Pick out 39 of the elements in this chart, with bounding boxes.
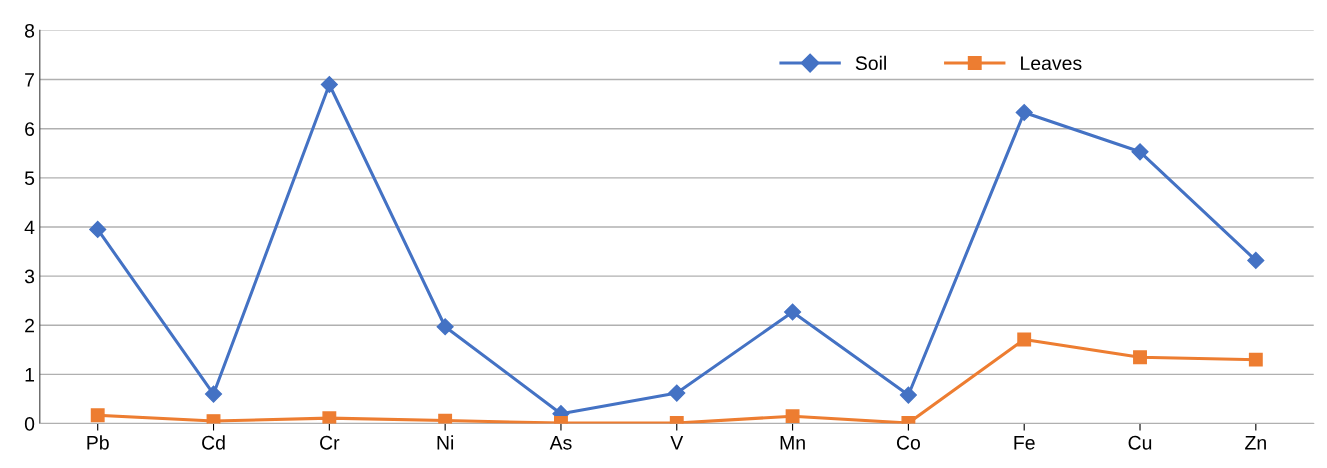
legend-label: Soil bbox=[855, 55, 886, 71]
x-tick-label: Ni bbox=[437, 435, 454, 450]
x-tick-label: Co bbox=[896, 435, 920, 450]
point bbox=[1015, 103, 1033, 122]
y-tick-label: 8 bbox=[24, 23, 35, 38]
point bbox=[438, 413, 453, 424]
point bbox=[785, 409, 800, 424]
x-tick-label: Cr bbox=[320, 435, 340, 450]
y-tick-label: 2 bbox=[25, 318, 34, 333]
x-tick-label: Cd bbox=[202, 435, 225, 450]
y-tick-label: 7 bbox=[25, 73, 34, 87]
point bbox=[436, 318, 454, 336]
x-tick-label: As bbox=[549, 436, 572, 450]
point bbox=[899, 386, 917, 404]
point bbox=[89, 220, 107, 238]
x-tick-label: Mn bbox=[780, 436, 805, 450]
point bbox=[1017, 332, 1032, 347]
y-tick-label: 1 bbox=[25, 368, 34, 382]
point bbox=[1248, 352, 1263, 367]
point bbox=[1131, 143, 1149, 161]
point bbox=[784, 303, 802, 321]
x-tick-label: Pb bbox=[87, 435, 109, 450]
point bbox=[320, 75, 338, 94]
y-tick-label: 6 bbox=[25, 122, 35, 136]
legend-label: Leaves bbox=[1021, 56, 1082, 71]
y-tick-label: 4 bbox=[24, 220, 35, 235]
point bbox=[1247, 251, 1265, 269]
y-tick-label: 0 bbox=[24, 417, 35, 431]
x-tick-label: Fe bbox=[1014, 436, 1035, 450]
point bbox=[322, 411, 337, 424]
x-tick-label: V bbox=[670, 436, 684, 450]
point bbox=[90, 408, 105, 423]
x-tick-label: Cu bbox=[1128, 435, 1152, 450]
point bbox=[1133, 350, 1147, 365]
y-tick-label: 5 bbox=[24, 171, 35, 186]
point bbox=[668, 384, 686, 402]
x-tick-label: Zn bbox=[1245, 436, 1266, 450]
point bbox=[204, 385, 223, 403]
y-tick-label: 3 bbox=[24, 269, 35, 284]
